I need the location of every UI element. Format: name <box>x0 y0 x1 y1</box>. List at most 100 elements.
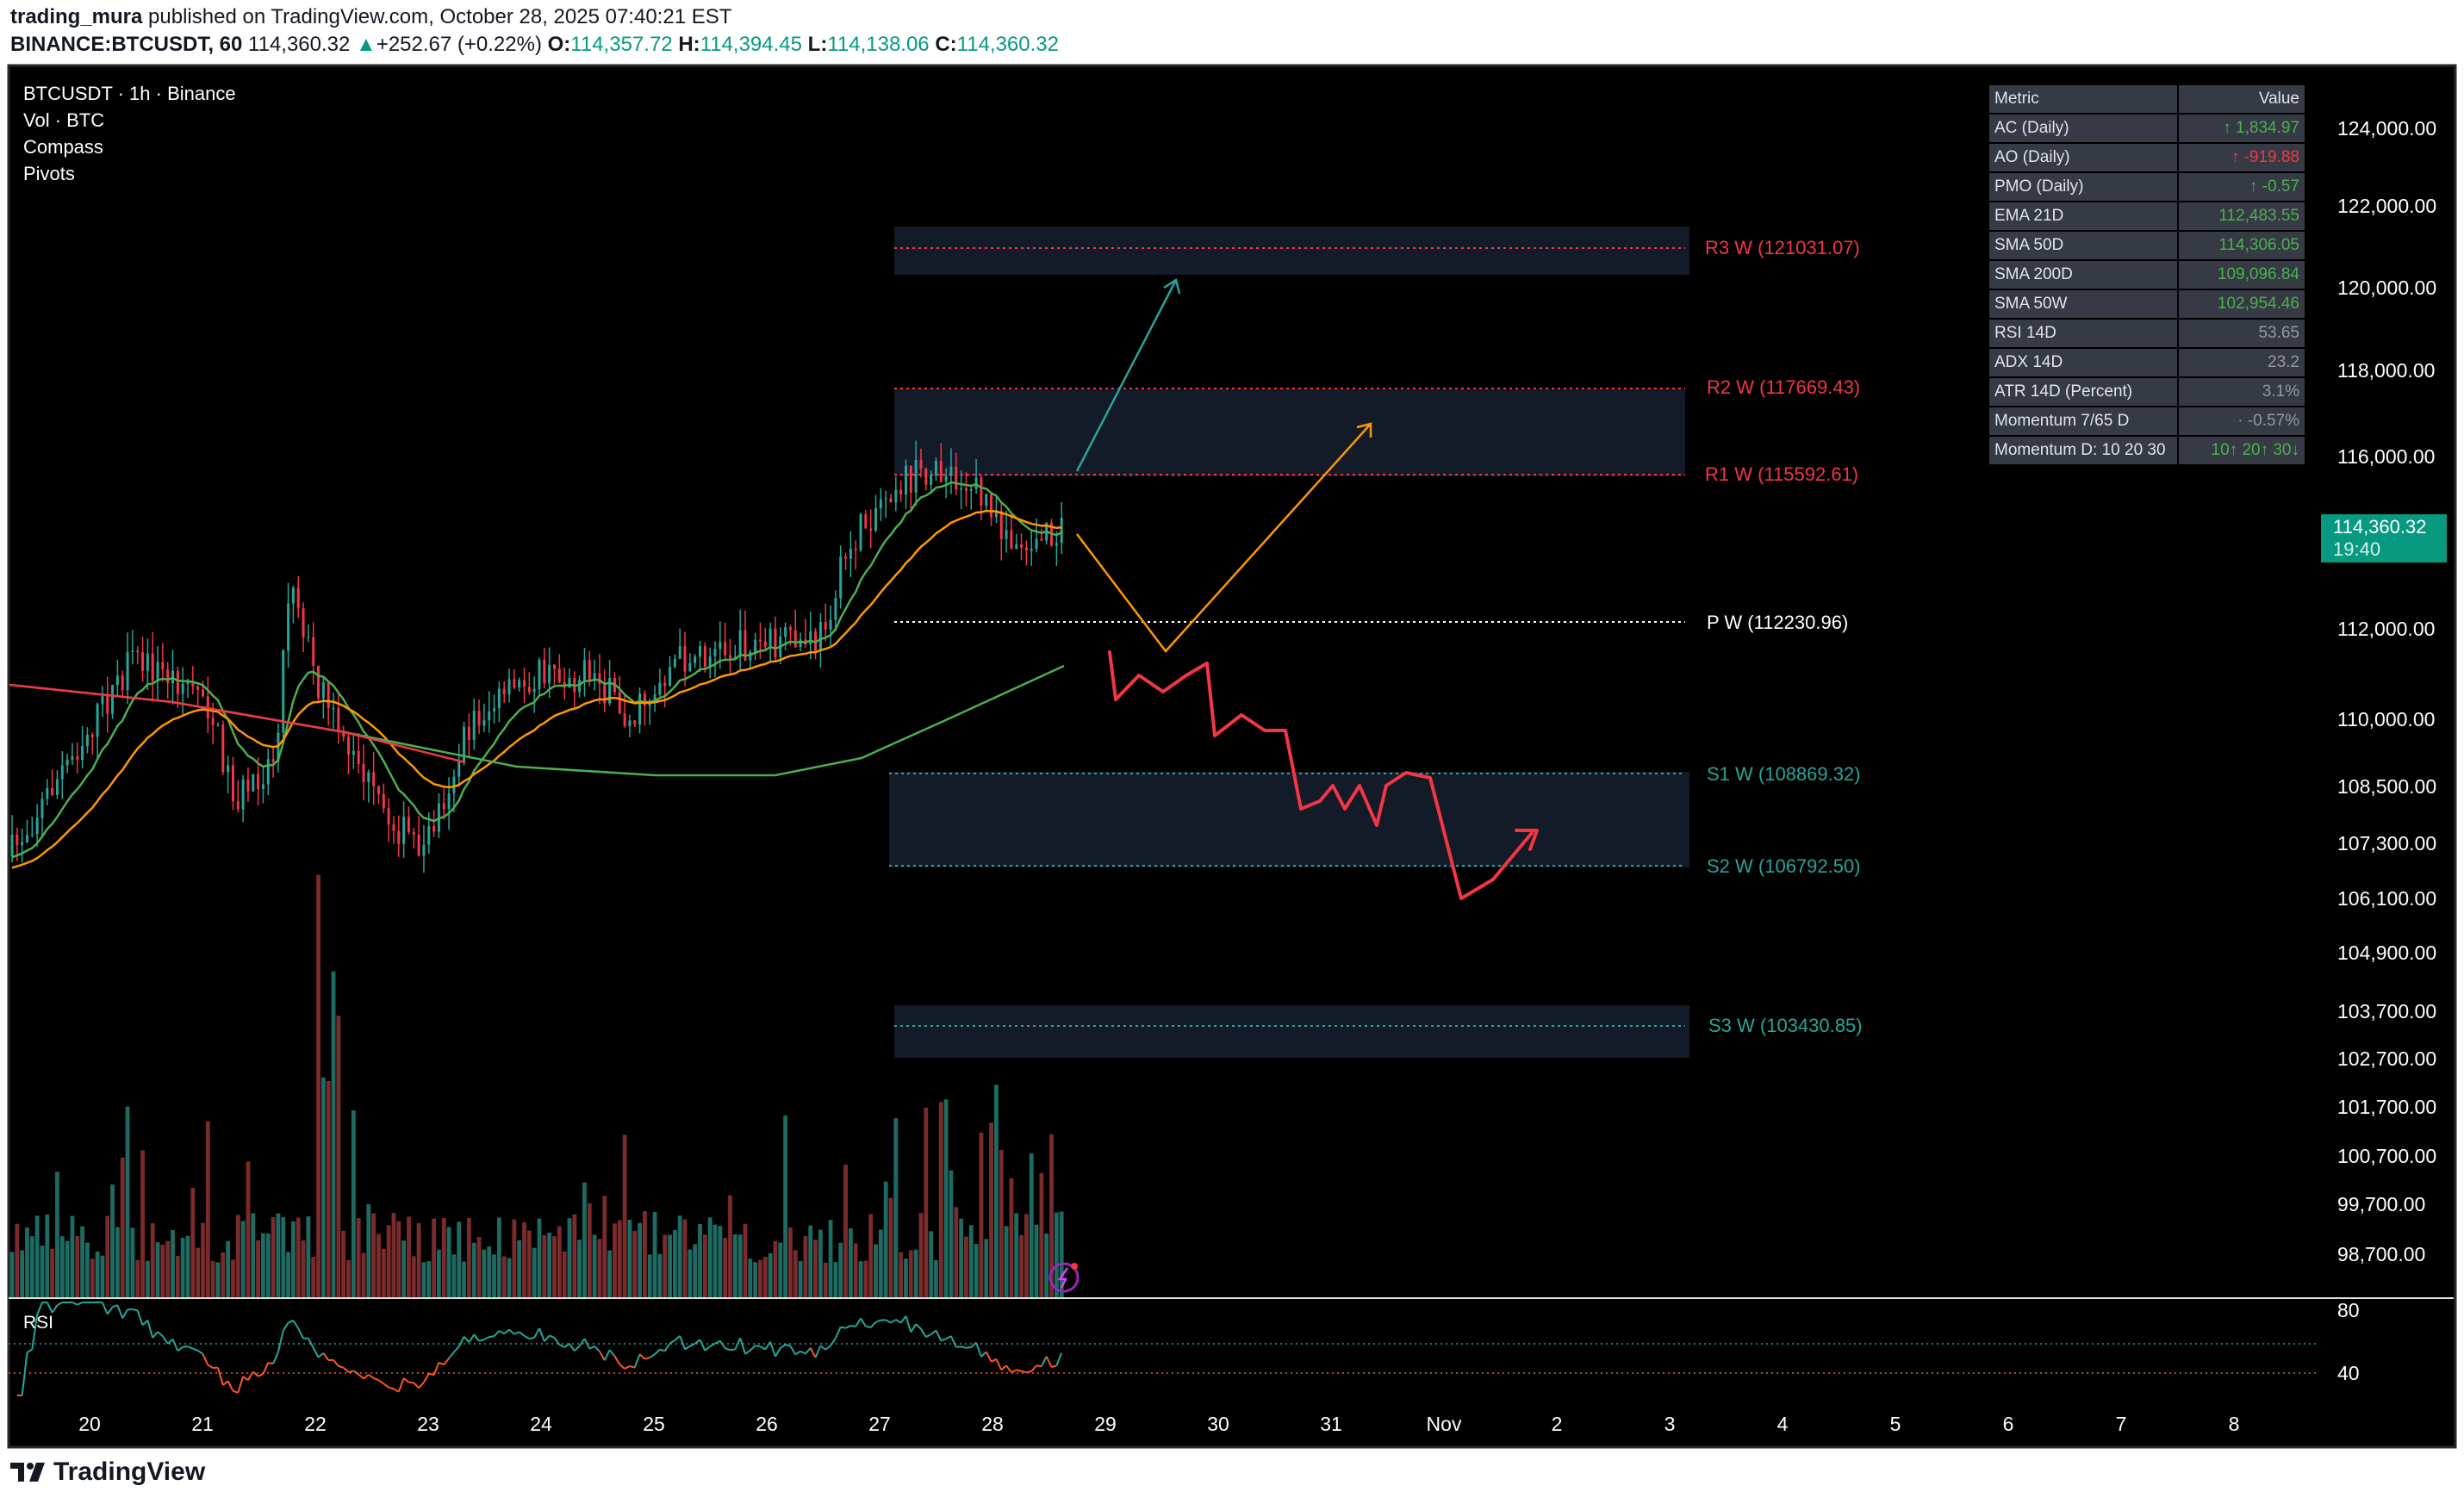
rsi-segment <box>162 1335 169 1345</box>
s1-s2-zone <box>889 772 1689 867</box>
volume-bar <box>1024 1214 1029 1297</box>
candle-body <box>40 799 44 818</box>
red-squiggle-drawing[interactable] <box>1108 650 1539 900</box>
candle-body <box>1035 538 1038 550</box>
volume-bar <box>918 1213 924 1297</box>
candle-body <box>10 835 14 857</box>
volume-bar <box>496 1217 501 1297</box>
candle-body <box>282 650 285 733</box>
candle-body <box>653 694 656 703</box>
author-name[interactable]: trading_mura <box>10 5 143 28</box>
candle-body <box>849 549 852 559</box>
rsi-segment <box>950 1335 957 1348</box>
candle-body <box>231 765 234 802</box>
rsi-segment <box>72 1302 78 1306</box>
volume-bar <box>582 1182 587 1297</box>
rsi-segment <box>824 1345 831 1351</box>
candle-body <box>919 459 923 469</box>
candle-body <box>669 667 672 687</box>
candle-body <box>266 759 270 785</box>
orange-path-drawing[interactable] <box>1076 422 1372 653</box>
candle-body <box>332 708 335 710</box>
candle-body <box>964 488 968 491</box>
lightning-icon[interactable] <box>1048 1262 1080 1293</box>
rsi-segment <box>659 1348 666 1352</box>
price-tick: 98,700.00 <box>2337 1243 2426 1265</box>
volume-bar <box>145 1260 150 1297</box>
candle-body <box>869 528 873 531</box>
volume-bar <box>537 1218 542 1297</box>
rsi-segment <box>202 1353 209 1365</box>
volume-bar <box>959 1218 964 1297</box>
legend-pivots[interactable]: Pivots <box>23 163 75 184</box>
legend-compass[interactable]: Compass <box>23 136 103 158</box>
rsi-segment <box>77 1302 84 1306</box>
s2-label: S2 W (106792.50) <box>1707 855 1861 877</box>
rsi-segment <box>599 1351 606 1361</box>
volume-bar <box>457 1221 462 1297</box>
rsi-segment <box>679 1335 686 1350</box>
volume-bar <box>517 1240 522 1297</box>
rsi-line <box>16 1302 1063 1396</box>
candle-body <box>497 688 501 709</box>
candle-body <box>552 664 556 669</box>
volume-bar <box>492 1254 496 1297</box>
rsi-upper-label: 80 <box>2337 1299 2360 1321</box>
volume-bar <box>125 1106 130 1297</box>
symbol: BINANCE:BTCUSDT, 60 <box>10 33 243 56</box>
candle-body <box>101 696 104 705</box>
volume-bar <box>331 971 336 1297</box>
volume-bar <box>9 1252 15 1297</box>
table-row: SMA 50W 102,954.46 <box>1989 290 2305 318</box>
rsi-label[interactable]: RSI <box>23 1313 54 1333</box>
r3-zone <box>894 227 1689 275</box>
volume-bar <box>949 1170 954 1297</box>
volume-bar <box>100 1255 105 1297</box>
volume-bar <box>341 1230 346 1297</box>
teal-arrow-drawing[interactable] <box>1075 278 1181 472</box>
tradingview-logo[interactable]: TradingView <box>10 1457 205 1487</box>
volume-bar <box>818 1229 823 1297</box>
volume-bar <box>567 1218 572 1297</box>
candle-body <box>969 488 973 491</box>
candle-body <box>472 711 476 740</box>
volume-bar <box>968 1225 974 1297</box>
candle-body <box>291 587 295 604</box>
rsi-segment <box>1036 1364 1042 1368</box>
metric-name: ATR 14D (Percent) <box>1989 378 2177 406</box>
volume-bar <box>1039 1172 1044 1297</box>
rsi-segment <box>439 1361 445 1366</box>
rsi-segment <box>187 1346 194 1350</box>
metric-name: Momentum 7/65 D <box>1989 407 2177 435</box>
rsi-segment <box>719 1340 726 1349</box>
legend-volume[interactable]: Vol · BTC <box>23 109 105 131</box>
volume-bar <box>1014 1213 1019 1297</box>
volume-bar <box>532 1247 537 1297</box>
volume-bar <box>617 1220 622 1297</box>
volume-bar <box>120 1157 125 1297</box>
volume-bar <box>979 1132 984 1297</box>
rsi-segment <box>333 1359 339 1367</box>
rsi-segment <box>769 1341 776 1358</box>
rsi-segment <box>991 1358 997 1363</box>
header-metric: Metric <box>1989 85 2177 113</box>
candle-body <box>557 668 561 683</box>
candle-body <box>593 673 596 680</box>
rsi-segment <box>152 1331 159 1339</box>
rsi-segment <box>619 1364 625 1370</box>
legend-symbol[interactable]: BTCUSDT · 1h · Binance <box>23 83 236 104</box>
pivot-label: P W (112230.96) <box>1707 612 1849 633</box>
close-label: C: <box>935 33 957 56</box>
rsi-segment <box>453 1346 460 1353</box>
rsi-segment <box>197 1350 204 1355</box>
candle-body <box>980 477 983 507</box>
rsi-segment <box>136 1310 144 1326</box>
candle-body <box>382 793 385 809</box>
metric-name: ADX 14D <box>1989 349 2177 376</box>
metric-name: SMA 200D <box>1989 261 2177 289</box>
rsi-segment <box>493 1330 501 1337</box>
volume-bar <box>391 1213 396 1297</box>
ma-fast-line <box>11 481 1062 859</box>
time-tick: 21 <box>191 1413 214 1435</box>
